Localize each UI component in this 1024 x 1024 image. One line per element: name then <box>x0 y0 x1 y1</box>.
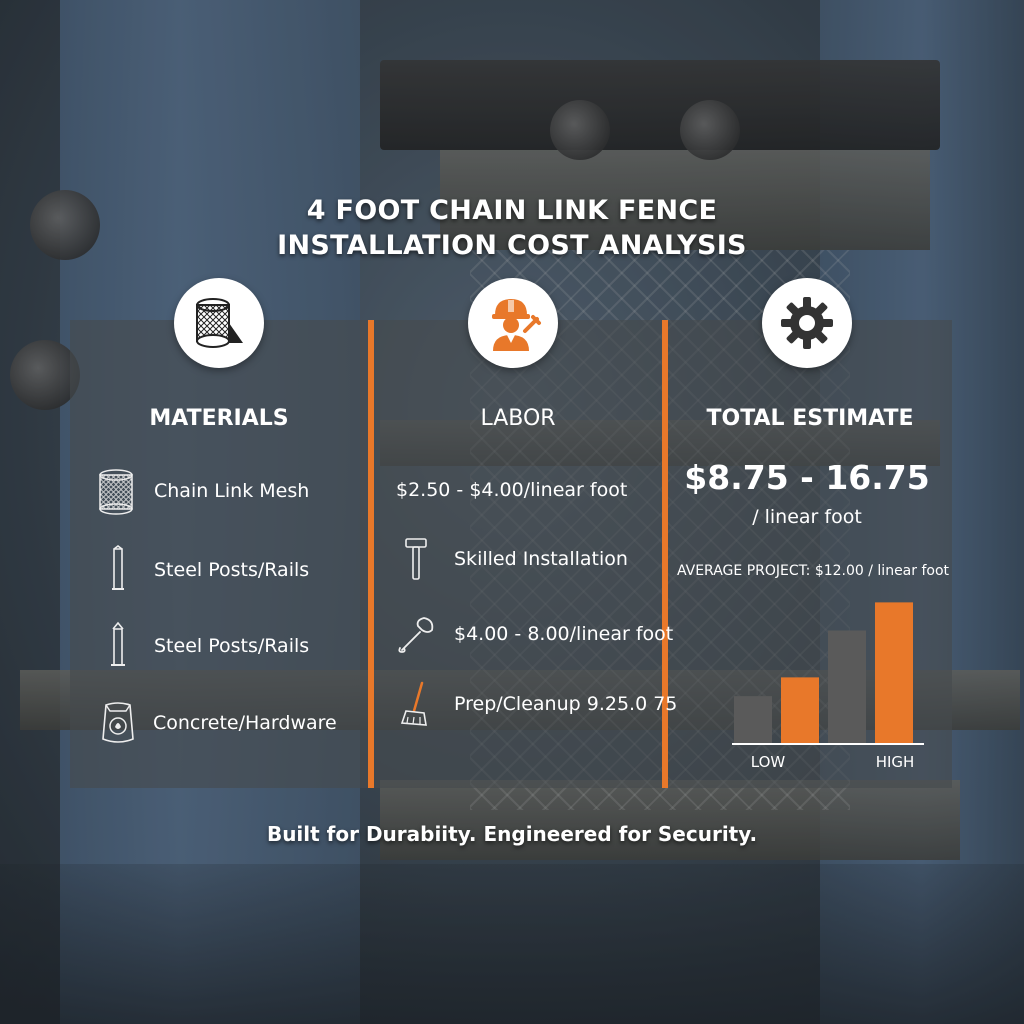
broom-icon <box>394 679 438 729</box>
labor-item: Skilled Installation <box>394 534 628 584</box>
page-title: 4 FOOT CHAIN LINK FENCE INSTALLATION COS… <box>0 193 1024 263</box>
tagline: Built for Durabiity. Engineered for Secu… <box>266 822 758 846</box>
total-heading: TOTAL ESTIMATE <box>706 406 914 431</box>
chart-tick-high: HIGH <box>876 753 915 771</box>
gear-icon <box>762 278 852 368</box>
post-icon <box>96 621 140 671</box>
fence-roll-icon <box>174 278 264 368</box>
chart-bar-0 <box>734 696 772 743</box>
mesh-roll-icon <box>96 466 140 516</box>
chart-bar-3 <box>875 602 913 743</box>
materials-item: Chain Link Mesh <box>96 466 309 516</box>
labor-item: Prep/Cleanup 9.25.0 75 <box>394 679 677 729</box>
labor-item-label: Skilled Installation <box>454 548 628 570</box>
materials-item-label: Chain Link Mesh <box>154 480 310 502</box>
labor-heading: LABOR <box>480 406 556 431</box>
title-line-1: 4 FOOT CHAIN LINK FENCE <box>306 195 718 226</box>
labor-item-label: Prep/Cleanup 9.25.0 75 <box>454 693 678 715</box>
materials-item-label: Concrete/Hardware <box>153 712 337 734</box>
materials-item-label: Steel Posts/Rails <box>154 635 310 657</box>
total-range: $8.75 - 16.75 <box>684 458 930 497</box>
concrete-bag-icon <box>96 698 140 748</box>
materials-item-label: Steel Posts/Rails <box>154 559 310 581</box>
post-icon <box>96 545 140 595</box>
chart-tick-low: LOW <box>751 753 786 771</box>
wrench-icon <box>394 609 438 659</box>
chart-bar-2 <box>828 630 866 743</box>
worker-icon <box>468 278 558 368</box>
materials-heading: MATERIALS <box>149 406 289 431</box>
column-divider-right <box>662 320 668 788</box>
column-divider-left <box>368 320 374 788</box>
average-project: AVERAGE PROJECT: $12.00 / linear foot <box>676 563 950 579</box>
hammer-icon <box>394 534 438 584</box>
labor-rate: $2.50 - $4.00/linear foot <box>396 479 628 501</box>
cost-bar-chart: LOW HIGH <box>732 602 924 771</box>
labor-item-label: $4.00 - 8.00/linear foot <box>454 623 674 645</box>
materials-item: Steel Posts/Rails <box>96 545 309 595</box>
materials-item: Steel Posts/Rails <box>96 621 309 671</box>
chart-bar-1 <box>781 677 819 743</box>
total-unit: / linear foot <box>752 506 862 528</box>
materials-item: Concrete/Hardware <box>96 698 337 748</box>
labor-item: $4.00 - 8.00/linear foot <box>394 609 673 659</box>
title-line-2: INSTALLATION COST ANALYSIS <box>277 230 747 261</box>
